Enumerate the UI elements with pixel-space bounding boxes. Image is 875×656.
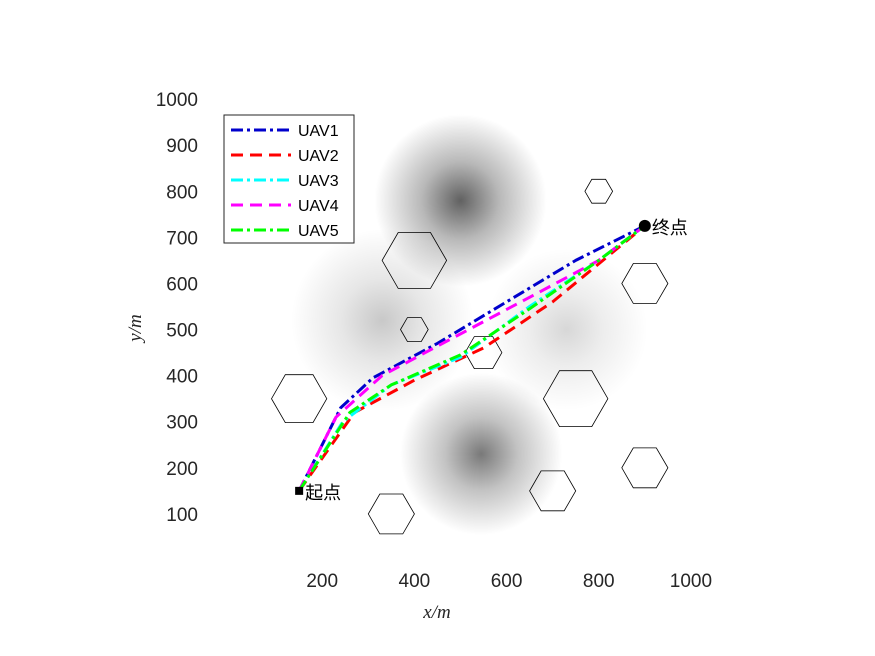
- start-label: 起点: [305, 483, 341, 504]
- start-marker: [295, 486, 304, 495]
- obstacle-2: [584, 178, 614, 204]
- obstacle-9: [529, 470, 577, 512]
- legend-label-uav3: UAV3: [298, 173, 339, 190]
- legend-label-uav1: UAV1: [298, 123, 339, 140]
- series-line-uav5: [297, 224, 646, 492]
- y-tick-label: 1000: [156, 90, 198, 111]
- x-tick-label: 800: [583, 571, 615, 592]
- terrain-peak-3: [290, 229, 474, 412]
- obstacle-4: [400, 317, 429, 342]
- y-tick-label: 900: [166, 136, 198, 157]
- goal-marker: [638, 219, 651, 232]
- y-tick-label: 400: [166, 367, 198, 388]
- x-tick-label: 1000: [670, 571, 712, 592]
- obstacle-3: [621, 263, 669, 304]
- y-tick-label: 100: [166, 505, 198, 526]
- obstacle-6: [271, 374, 328, 424]
- x-axis-label: x/m: [422, 602, 450, 623]
- x-tick-label: 400: [399, 571, 431, 592]
- uav-paths: [297, 224, 646, 492]
- obstacle-8: [621, 447, 669, 489]
- y-tick-label: 500: [166, 321, 198, 342]
- y-tick-label: 800: [166, 182, 198, 203]
- legend: UAV1 UAV2 UAV3 UAV4 UAV5: [223, 114, 355, 244]
- y-tick-label: 600: [166, 274, 198, 295]
- terrain-surface: [290, 114, 648, 536]
- terrain-peak-2: [400, 372, 563, 536]
- legend-label-uav4: UAV4: [298, 198, 339, 215]
- y-tick-label: 700: [166, 228, 198, 249]
- y-tick-labels: 100 200 300 400 500 600 700 800 900 1000: [156, 90, 198, 526]
- series-line-uav2: [297, 224, 646, 492]
- x-tick-labels: 200 400 600 800 1000: [306, 571, 712, 592]
- goal-label: 终点: [652, 218, 688, 239]
- legend-label-uav5: UAV5: [298, 223, 339, 240]
- obstacle-1: [381, 232, 448, 289]
- x-tick-label: 600: [491, 571, 523, 592]
- obstacle-10: [367, 493, 415, 535]
- y-axis-label: y/m: [125, 314, 146, 343]
- x-tick-label: 200: [306, 571, 338, 592]
- obstacle-7: [542, 370, 609, 428]
- marker-layer: 起点 终点: [295, 218, 688, 504]
- legend-label-uav2: UAV2: [298, 148, 339, 165]
- y-tick-label: 300: [166, 413, 198, 434]
- terrain-peak-4: [485, 248, 648, 411]
- y-tick-label: 200: [166, 459, 198, 480]
- series-line-uav1: [297, 224, 646, 492]
